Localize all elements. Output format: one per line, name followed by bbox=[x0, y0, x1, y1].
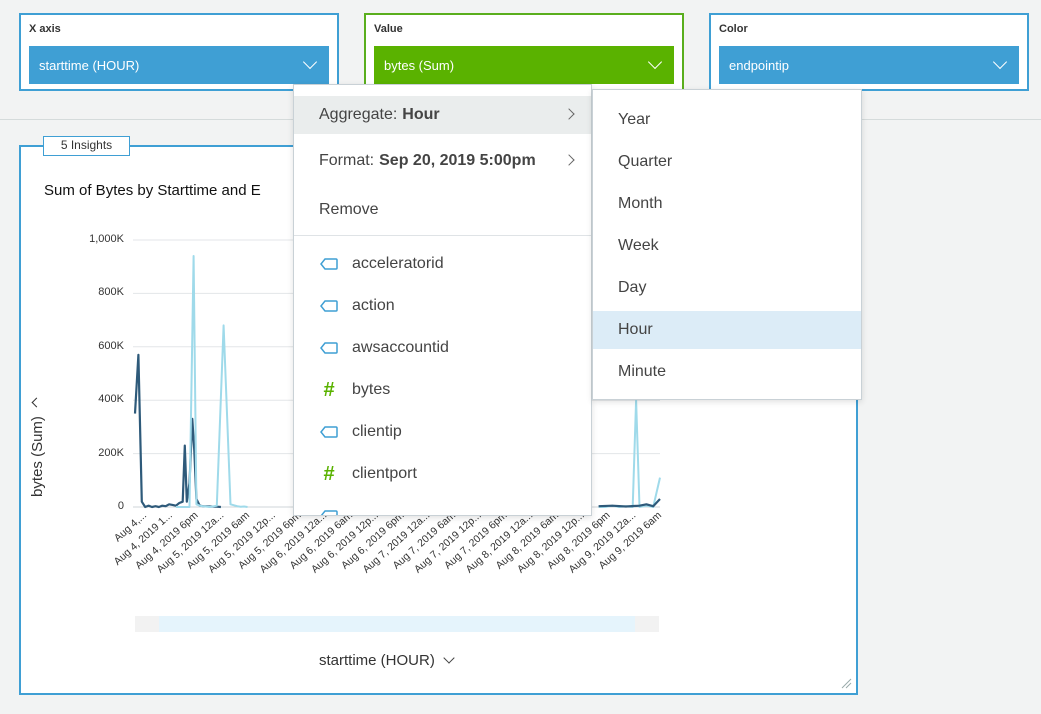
color-well: Color endpointip bbox=[709, 13, 1029, 91]
x-axis-label-text: starttime (HOUR) bbox=[319, 652, 435, 669]
color-well-title: Color bbox=[719, 23, 748, 35]
field-item-label: acceleratorid bbox=[352, 255, 444, 272]
series-line-1[interactable] bbox=[175, 255, 248, 508]
submenu-option-year[interactable]: Year bbox=[618, 111, 651, 128]
format-label: Format: bbox=[319, 152, 375, 169]
field-context-menu: Aggregate: Hour Format: Sep 20, 2019 5:0… bbox=[293, 84, 592, 516]
field-item-clientport[interactable]: # clientport bbox=[294, 455, 591, 493]
x-axis-label[interactable]: starttime (HOUR) bbox=[319, 652, 455, 669]
y-tick-label: 0 bbox=[117, 500, 124, 512]
field-item-bytes[interactable]: # bytes bbox=[294, 371, 591, 409]
color-field-label: endpointip bbox=[729, 57, 789, 73]
field-item-label: action bbox=[352, 297, 395, 314]
series-line-3[interactable] bbox=[598, 498, 661, 508]
y-tick-label: 200K bbox=[98, 446, 124, 459]
measure-hash-icon: # bbox=[323, 379, 335, 401]
format-value: Sep 20, 2019 5:00pm bbox=[379, 152, 536, 169]
submenu-option-day[interactable]: Day bbox=[618, 279, 647, 296]
format-menu-item[interactable]: Format: Sep 20, 2019 5:00pm bbox=[294, 142, 591, 180]
field-item-label: clientip bbox=[352, 423, 402, 440]
dimension-tag-icon bbox=[319, 298, 339, 314]
menu-divider bbox=[294, 235, 591, 236]
resize-grip-icon[interactable] bbox=[840, 677, 852, 689]
chevron-right-icon bbox=[563, 154, 575, 166]
field-item-label: awsaccountid bbox=[352, 339, 449, 356]
chart-title[interactable]: Sum of Bytes by Starttime and E bbox=[44, 182, 261, 199]
value-field-button[interactable]: bytes (Sum) bbox=[374, 46, 674, 84]
submenu-option-quarter[interactable]: Quarter bbox=[618, 153, 673, 170]
insights-badge[interactable]: 5 Insights bbox=[43, 136, 130, 156]
field-item-action[interactable]: action bbox=[294, 287, 591, 325]
color-field-button[interactable]: endpointip bbox=[719, 46, 1019, 84]
x-axis-field-button[interactable]: starttime (HOUR) bbox=[29, 46, 329, 84]
field-item-awsaccountid[interactable]: awsaccountid bbox=[294, 329, 591, 367]
x-axis-well: X axis starttime (HOUR) bbox=[19, 13, 339, 91]
chevron-right-icon bbox=[563, 108, 575, 120]
submenu-option-hour[interactable]: Hour bbox=[593, 311, 861, 349]
submenu-option-week[interactable]: Week bbox=[618, 237, 659, 254]
submenu-option-minute[interactable]: Minute bbox=[618, 363, 667, 380]
submenu-option-month[interactable]: Month bbox=[618, 195, 663, 212]
value-field-label: bytes (Sum) bbox=[384, 57, 455, 73]
series-line-0[interactable] bbox=[133, 353, 221, 509]
aggregate-value: Hour bbox=[402, 106, 440, 123]
x-axis-field-label: starttime (HOUR) bbox=[39, 57, 140, 73]
field-item-acceleratorid[interactable]: acceleratorid bbox=[294, 245, 591, 283]
measure-hash-icon: # bbox=[323, 463, 335, 485]
x-scrollbar-thumb[interactable] bbox=[159, 616, 635, 632]
y-tick-label: 800K bbox=[98, 286, 124, 299]
aggregate-menu-item[interactable]: Aggregate: Hour bbox=[294, 96, 591, 134]
chevron-down-icon bbox=[443, 652, 455, 664]
field-item-partial[interactable] bbox=[294, 497, 591, 515]
dimension-tag-icon bbox=[319, 424, 339, 440]
x-axis-well-title: X axis bbox=[29, 23, 61, 35]
y-tick-label: 400K bbox=[98, 393, 124, 406]
aggregate-submenu: Year Quarter Month Week Day Hour Minute bbox=[592, 89, 862, 400]
value-well-title: Value bbox=[374, 23, 403, 35]
dimension-tag-icon bbox=[319, 256, 339, 272]
remove-menu-item[interactable]: Remove bbox=[319, 201, 379, 218]
y-tick-label: 600K bbox=[98, 339, 124, 352]
dimension-tag-icon bbox=[319, 508, 339, 515]
value-well: Value bytes (Sum) bbox=[364, 13, 684, 91]
field-item-label: bytes bbox=[352, 381, 391, 398]
field-item-label: clientport bbox=[352, 465, 417, 482]
dimension-tag-icon bbox=[319, 340, 339, 356]
field-item-clientip[interactable]: clientip bbox=[294, 413, 591, 451]
aggregate-label: Aggregate: bbox=[319, 106, 398, 123]
y-tick-label: 1,000K bbox=[89, 233, 124, 245]
